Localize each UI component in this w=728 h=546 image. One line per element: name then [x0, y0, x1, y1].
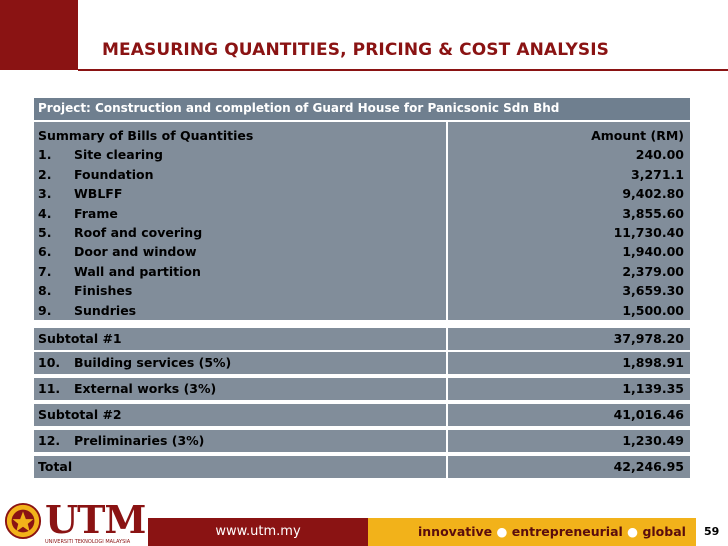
summary-left-cell: Summary of Bills of Quantities 1. Site cl…	[34, 122, 446, 320]
building-services-label: 10. Building services (5%)	[38, 355, 232, 370]
amount-value: 1,940.00	[622, 244, 684, 260]
amount-value: 11,730.40	[613, 224, 684, 240]
table-row: 10. Building services (5%) 1,898.91	[34, 352, 690, 374]
bullet-dot-icon: ●	[496, 524, 508, 539]
footer-tagline: innovative ● entrepreneurial ● global	[418, 524, 686, 539]
footer-url-bar	[148, 518, 368, 546]
utm-logo-subtitle: UNIVERSITI TEKNOLOGI MALAYSIA	[45, 539, 131, 545]
amount-value: 9,402.80	[622, 186, 684, 202]
table-row: 11. External works (3%) 1,139.35	[34, 378, 690, 400]
summary-heading: Summary of Bills of Quantities	[38, 128, 254, 143]
total-amount: 42,246.95	[613, 459, 684, 474]
bullet-dot-icon: ●	[627, 524, 639, 539]
summary-right-cell: Amount (RM) 240.00 3,271.1 9,402.80 3,85…	[448, 122, 690, 320]
utm-logo-text: UTM	[45, 497, 146, 542]
list-item: 3. WBLFF	[38, 186, 123, 202]
amount-value: 3,659.30	[622, 283, 684, 299]
table-row: Total 42,246.95	[34, 456, 690, 478]
footer-tagline-bar	[368, 518, 696, 546]
list-item: 5. Roof and covering	[38, 224, 203, 240]
subtotal1-amount: 37,978.20	[613, 331, 684, 346]
summary-block: Summary of Bills of Quantities 1. Site cl…	[34, 122, 690, 320]
subtotal2-label: Subtotal #2	[38, 407, 122, 422]
slide-title: MEASURING QUANTITIES, PRICING & COST ANA…	[102, 40, 609, 60]
external-works-amount: 1,139.35	[622, 381, 684, 396]
table-row: Subtotal #1 37,978.20	[34, 328, 690, 350]
amount-value: 3,855.60	[622, 205, 684, 221]
list-item: 9. Sundries	[38, 302, 137, 318]
title-accent-block	[0, 0, 78, 70]
list-item: 4. Frame	[38, 205, 118, 221]
amount-heading: Amount (RM)	[591, 128, 684, 143]
list-item: 1. Site clearing	[38, 147, 163, 163]
preliminaries-label: 12. Preliminaries (3%)	[38, 433, 205, 448]
preliminaries-amount: 1,230.49	[622, 433, 684, 448]
cost-table: Project: Construction and completion of …	[34, 98, 690, 493]
project-row: Project: Construction and completion of …	[34, 98, 690, 120]
total-label: Total	[38, 459, 73, 474]
building-services-amount: 1,898.91	[622, 355, 684, 370]
project-label: Project: Construction and completion of …	[38, 101, 560, 115]
list-item: 8. Finishes	[38, 283, 133, 299]
title-underline	[78, 69, 728, 71]
page-number: 59	[704, 525, 720, 538]
amount-value: 240.00	[635, 147, 684, 163]
subtotal1-label: Subtotal #1	[38, 331, 122, 346]
table-row: Subtotal #2 41,016.46	[34, 404, 690, 426]
subtotal2-amount: 41,016.46	[613, 407, 684, 422]
amount-value: 3,271.1	[631, 166, 684, 182]
amount-value: 2,379.00	[622, 263, 684, 279]
footer-url-link[interactable]: www.utm.my	[215, 524, 301, 539]
amount-value: 1,500.00	[622, 302, 684, 318]
table-row: 12. Preliminaries (3%) 1,230.49	[34, 430, 690, 452]
list-item: 6. Door and window	[38, 244, 197, 260]
utm-crest-icon	[4, 502, 42, 540]
external-works-label: 11. External works (3%)	[38, 381, 217, 396]
list-item: 7. Wall and partition	[38, 263, 201, 279]
list-item: 2. Foundation	[38, 166, 154, 182]
